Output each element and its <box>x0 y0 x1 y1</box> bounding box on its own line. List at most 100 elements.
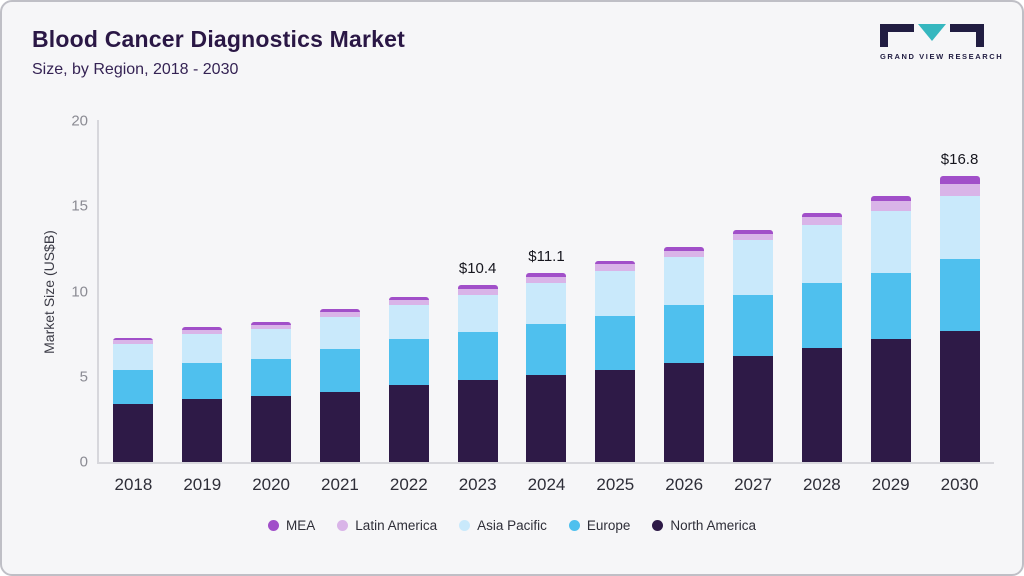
legend-swatch <box>268 520 280 531</box>
bar-segment-north-america <box>870 339 911 462</box>
bar-segment-north-america <box>733 356 774 462</box>
x-axis-label: 2026 <box>665 475 704 494</box>
bar-segment-mea <box>733 230 774 234</box>
bar-stack <box>733 230 774 462</box>
y-tick-label: 0 <box>79 453 88 471</box>
bar-segment-latin-america <box>733 233 774 241</box>
bar-segment-asia-pacific <box>182 334 223 364</box>
bar-stack <box>251 322 292 462</box>
bar-group-2019 <box>168 121 237 462</box>
bar-group-2021 <box>306 121 375 462</box>
bar-segment-europe <box>733 294 774 357</box>
bar-segment-latin-america <box>113 340 154 345</box>
bar-segment-mea <box>664 247 705 251</box>
bar-group-2026 <box>650 121 719 462</box>
bar-segment-mea <box>457 284 498 289</box>
x-axis-label: 2029 <box>871 475 910 494</box>
bar-segment-europe <box>319 349 360 393</box>
bar-segment-latin-america <box>801 217 842 226</box>
bar-group-2020 <box>237 121 306 462</box>
logo-text: GRAND VIEW RESEARCH <box>880 52 1004 61</box>
chart-subtitle: Size, by Region, 2018 - 2030 <box>32 61 239 78</box>
x-axis-label: 2018 <box>114 475 153 494</box>
legend-label: Latin America <box>355 518 438 533</box>
x-axis-labels: 2018 2019 2020 2021 2022 2023 2024 2025 2026 2027… <box>99 475 994 495</box>
bar-segment-latin-america <box>457 288 498 295</box>
bar-segment-mea <box>182 327 223 330</box>
bar-stack <box>595 260 636 462</box>
header: Blood Cancer Diagnostics Market Size, by… <box>32 26 405 79</box>
bar-segment-asia-pacific <box>595 271 636 317</box>
bar-segment-latin-america <box>939 184 980 197</box>
chart-title: Blood Cancer Diagnostics Market <box>32 26 406 52</box>
legend-swatch <box>459 520 471 531</box>
legend-item-latin-america: Latin America <box>337 518 437 533</box>
bar-group-2022 <box>374 121 443 462</box>
bar-stack <box>457 284 498 462</box>
bar-segment-europe <box>870 272 911 340</box>
bar-stack <box>870 196 911 462</box>
legend-label: Asia Pacific <box>477 518 547 533</box>
bar-group-2028 <box>787 121 856 462</box>
x-axis-label: 2020 <box>252 475 291 494</box>
bar-segment-mea <box>801 213 842 218</box>
x-axis-label: 2027 <box>734 475 772 494</box>
bar-group-2018 <box>99 121 168 462</box>
x-axis-label: 2023 <box>458 475 497 494</box>
x-axis-label: 2025 <box>596 475 635 494</box>
y-tick-label: 20 <box>71 112 88 130</box>
bar-segment-asia-pacific <box>251 329 292 359</box>
bar-segment-latin-america <box>664 250 705 258</box>
bar-stack <box>526 272 567 462</box>
bar-segment-mea <box>113 337 154 341</box>
legend-item-mea: MEA <box>268 518 315 533</box>
y-axis-ticks: 0 5 10 15 20 <box>2 113 88 471</box>
bar-segment-asia-pacific <box>939 196 980 260</box>
bar-segment-asia-pacific <box>319 317 360 350</box>
bar-total-label: $16.8 <box>940 150 979 168</box>
bar-segment-europe <box>113 369 154 405</box>
bar-segment-north-america <box>526 375 567 462</box>
bar-segment-mea <box>526 272 567 278</box>
bar-stack <box>182 327 223 462</box>
bar-segment-north-america <box>939 330 980 462</box>
bar-segment-north-america <box>251 396 292 462</box>
bar-segment-north-america <box>801 347 842 462</box>
bar-stack <box>388 296 429 462</box>
legend-label: Europe <box>586 518 631 533</box>
bar-segment-north-america <box>113 404 154 462</box>
bar-group-2024: $11.1 <box>512 121 581 462</box>
bar-segment-latin-america <box>388 300 429 306</box>
bar-segment-latin-america <box>526 277 567 283</box>
bar-segment-mea <box>319 308 360 312</box>
bar-segment-europe <box>251 358 292 397</box>
bar-segment-mea <box>388 296 429 301</box>
bar-segment-europe <box>526 323 567 376</box>
y-tick-label: 15 <box>71 197 88 215</box>
x-axis-line <box>97 462 994 464</box>
bar-segment-europe <box>388 339 429 386</box>
bar-segment-europe <box>939 259 980 331</box>
bar-stack <box>939 175 980 462</box>
bar-segment-north-america <box>182 398 223 462</box>
plot-area: $10.4 $11.1 $16.8 <box>99 121 994 462</box>
bar-segment-latin-america <box>870 201 911 212</box>
bar-group-2030: $16.8 <box>925 121 994 462</box>
grand-view-research-logo: GRAND VIEW RESEARCH <box>880 24 1004 61</box>
bar-segment-europe <box>664 305 705 364</box>
bar-stack <box>664 247 705 462</box>
bar-segment-asia-pacific <box>113 344 154 370</box>
x-axis-label: 2024 <box>527 475 566 494</box>
bar-group-2023: $10.4 <box>443 121 512 462</box>
x-axis-label: 2022 <box>389 475 428 494</box>
bar-segment-mea <box>939 175 980 185</box>
bar-total-label: $11.1 <box>528 247 565 265</box>
bar-segment-mea <box>870 196 911 202</box>
bar-segment-mea <box>251 322 292 325</box>
legend-swatch <box>652 520 664 531</box>
bar-segment-asia-pacific <box>733 240 774 295</box>
bar-segment-north-america <box>595 369 636 462</box>
bar-group-2027 <box>719 121 788 462</box>
x-axis-label: 2021 <box>321 475 359 494</box>
y-tick-label: 5 <box>79 368 88 386</box>
